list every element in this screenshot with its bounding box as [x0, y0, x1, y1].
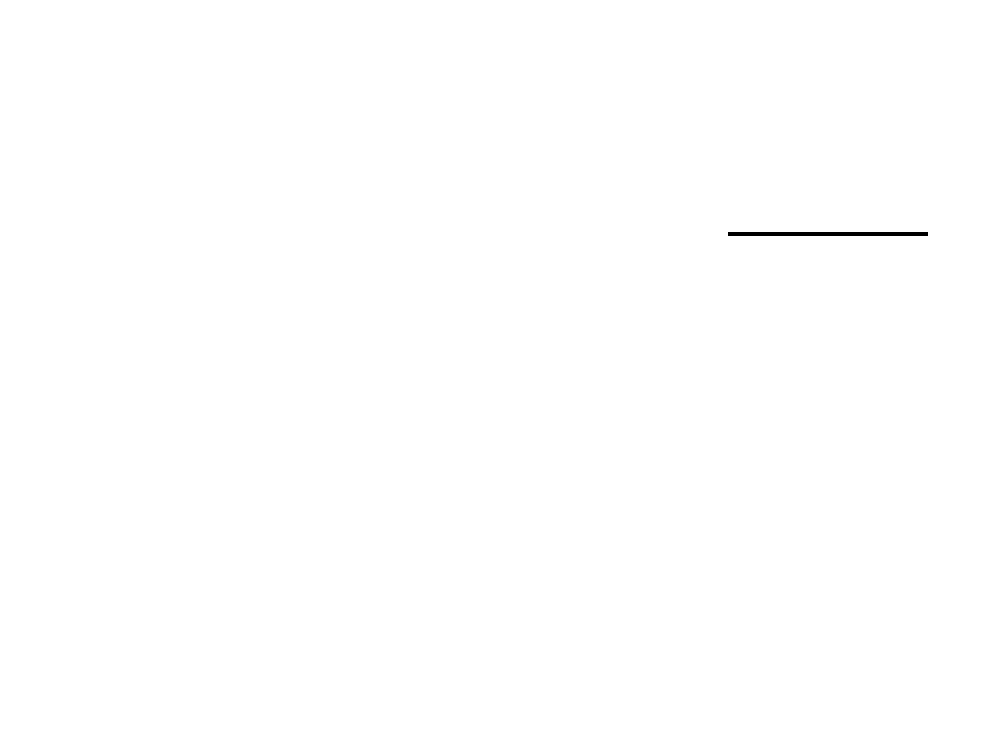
- stats-panel: [728, 232, 928, 236]
- hodograph-inset: [722, 43, 910, 215]
- skewt-chart: [0, 0, 722, 733]
